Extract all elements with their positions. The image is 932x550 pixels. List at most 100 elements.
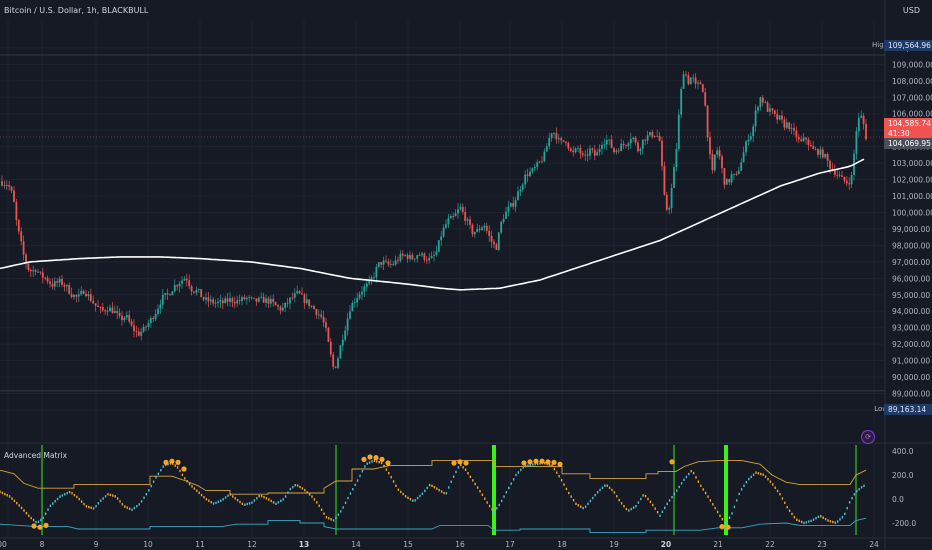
chart-title[interactable]: Bitcoin / U.S. Dollar, 1h, BLACKBULL: [4, 6, 149, 15]
candle: [795, 126, 798, 142]
candle: [829, 159, 831, 174]
oscillator-mark: [500, 499, 503, 503]
oscillator-mark: [810, 519, 812, 523]
candle: [752, 123, 755, 143]
candle: [250, 296, 253, 300]
oscillator-mark: [481, 493, 484, 497]
oscillator-mark: [484, 497, 486, 500]
candle-body: [802, 137, 805, 141]
candle: [327, 326, 330, 343]
candle-body: [488, 230, 491, 236]
oscillator-mark: [486, 501, 488, 504]
oscillator-mark: [856, 489, 858, 493]
candle-body: [673, 167, 675, 188]
oscillator-mark: [258, 494, 260, 498]
signal-bar: [724, 445, 728, 535]
time-axis: 00 8 9 10 11 12 13 14 15 16 17 18 19 20 21 22 23 24: [0, 540, 879, 549]
candle-body: [656, 135, 659, 137]
extreme-dot: [361, 456, 367, 462]
candle: [824, 153, 827, 159]
oscillator-mark: [316, 501, 318, 504]
oscillator-mark: [685, 475, 688, 479]
oscillator-mark: [352, 487, 354, 491]
indicator-logo-icon[interactable]: ⟳: [861, 430, 875, 444]
candle: [157, 304, 159, 317]
oscillator-mark: [400, 490, 402, 494]
candle: [313, 304, 315, 310]
candle: [92, 295, 95, 305]
oscillator-mark: [71, 492, 73, 495]
oscillator-mark: [460, 463, 462, 467]
candle-body: [713, 154, 716, 171]
candle: [29, 268, 32, 278]
candle: [413, 258, 416, 263]
candle: [296, 285, 299, 295]
candle: [449, 214, 452, 219]
candle: [716, 146, 719, 158]
candle-body: [133, 325, 135, 332]
candle: [346, 312, 349, 336]
candle-body: [502, 218, 505, 222]
candle-body: [860, 115, 863, 118]
oscillator-mark: [294, 484, 296, 487]
time-tick-label: 14: [351, 540, 361, 549]
oscillator-mark: [90, 506, 92, 509]
oscillator-mark: [256, 497, 258, 500]
candle: [665, 192, 668, 212]
candle-body: [694, 77, 697, 84]
candle-body: [169, 294, 171, 296]
oscillator-mark: [217, 500, 220, 504]
candle-body: [317, 314, 320, 316]
candle-body: [749, 136, 752, 140]
candle: [305, 293, 308, 305]
current-price-tag: 104,585.74: [884, 118, 932, 129]
candle: [44, 276, 47, 281]
candle: [545, 143, 548, 152]
candle-body: [281, 307, 284, 311]
indicator-tick-label: 400.0: [892, 447, 914, 456]
candle-body: [5, 185, 8, 186]
oscillator-mark: [366, 462, 368, 465]
candle: [653, 135, 656, 138]
oscillator-mark: [860, 486, 863, 489]
candle-body: [795, 130, 798, 138]
candle-body: [63, 284, 66, 287]
candle: [668, 205, 671, 215]
oscillator-mark: [776, 489, 779, 493]
candle-body: [776, 114, 779, 120]
oscillator-mark: [138, 503, 140, 506]
candle-body: [495, 244, 498, 250]
oscillator-mark: [306, 491, 308, 494]
candle: [245, 296, 248, 305]
low-label: Low: [874, 405, 888, 413]
oscillator-mark: [623, 505, 625, 508]
oscillator-mark: [376, 460, 378, 463]
candle: [416, 254, 419, 263]
candle-body: [742, 152, 745, 163]
candle-body: [145, 326, 147, 328]
oscillator-mark: [724, 521, 726, 524]
candle-body: [821, 149, 824, 158]
candle-body: [205, 297, 207, 300]
candle-body: [418, 255, 421, 256]
candle-body: [500, 221, 503, 233]
candle: [65, 284, 68, 292]
oscillator-mark: [560, 479, 563, 482]
currency-label[interactable]: USD: [902, 6, 920, 15]
candle: [123, 316, 126, 323]
candle-body: [759, 97, 762, 107]
oscillator-mark: [220, 499, 222, 502]
oscillator-mark: [107, 493, 109, 496]
oscillator-mark: [440, 490, 443, 493]
indicator-title[interactable]: Advanced Matrix: [4, 451, 68, 460]
oscillator-mark: [150, 484, 152, 488]
candle: [502, 214, 505, 224]
candle: [356, 292, 359, 308]
candle-body: [781, 115, 783, 120]
candle-body: [447, 218, 450, 225]
oscillator-mark: [863, 484, 865, 487]
oscillator-mark: [308, 493, 311, 496]
oscillator-mark: [817, 515, 820, 518]
candle-body: [435, 251, 438, 255]
